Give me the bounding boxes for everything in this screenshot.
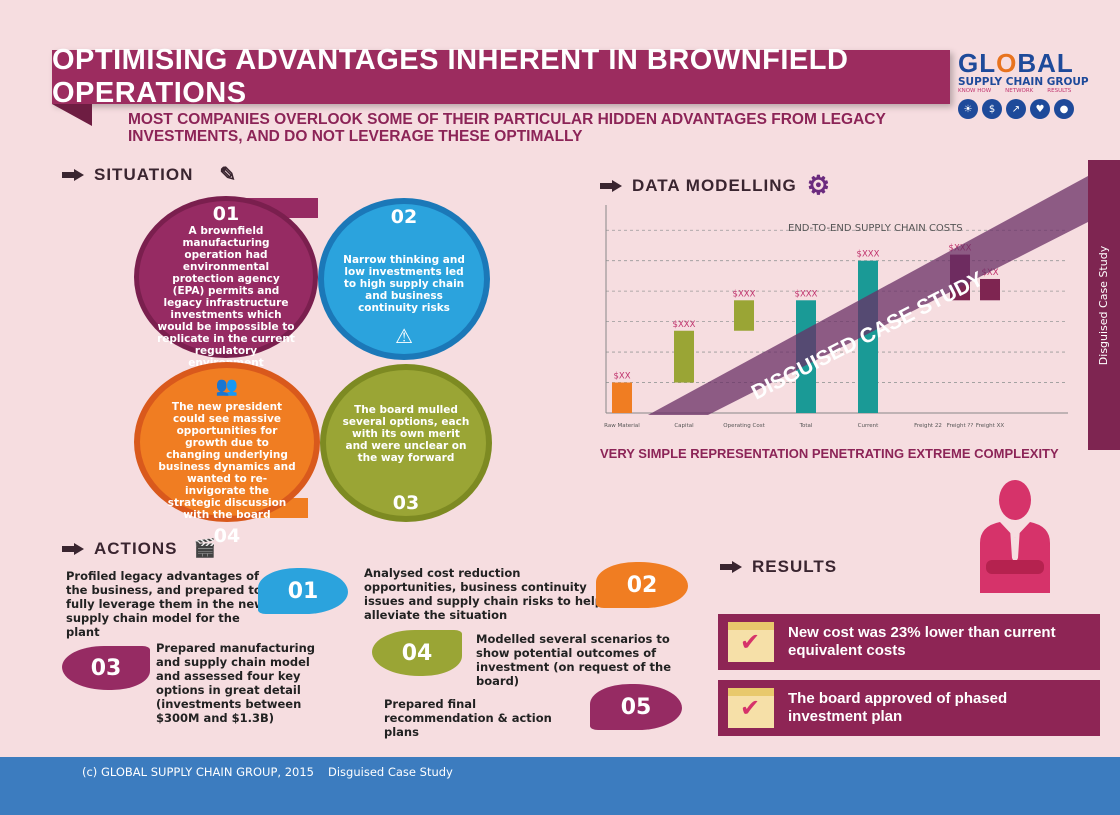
situation-bubble-01: 01 A brownfield manufacturing operation … xyxy=(134,196,318,369)
action-badge-01: 01 xyxy=(258,568,348,614)
chart-icon: ↗ xyxy=(1006,99,1026,119)
chart-category-label: Capital xyxy=(674,423,694,429)
chart-bar-operating-cost xyxy=(734,300,754,331)
situation-bubble-04: 👥 The new president could see massive op… xyxy=(134,362,320,547)
footer-copyright: (c) GLOBAL SUPPLY CHAIN GROUP, 2015 xyxy=(82,765,314,779)
chart-category-label: Operating Cost xyxy=(723,423,765,429)
chart-title: END-TO-END SUPPLY CHAIN COSTS xyxy=(788,223,963,234)
company-logo: GLOBAL SUPPLY CHAIN GROUP KNOW HOW NETWOR… xyxy=(958,48,1108,128)
action-badge-02: 02 xyxy=(596,562,688,608)
businessman-icon xyxy=(980,480,1050,593)
situation-bubble-03: The board mulled several options, each w… xyxy=(320,364,492,522)
chart-data-label: $XXX xyxy=(733,289,756,299)
action-item-02: Analysed cost reduction opportunities, b… xyxy=(364,566,604,622)
arrow-right-icon xyxy=(62,168,84,181)
chart-category-label: Freight 22 xyxy=(914,423,942,429)
chart-bar-raw-material xyxy=(612,382,632,413)
clapperboard-icon: 🎬 xyxy=(193,538,217,558)
results-heading: RESULTS xyxy=(720,557,837,577)
gears-icon: ⚙ xyxy=(806,170,832,200)
result-item-01: New cost was 23% lower than current equi… xyxy=(718,614,1100,670)
page-subtitle: MOST COMPANIES OVERLOOK SOME OF THEIR PA… xyxy=(128,111,886,145)
actions-heading: ACTIONS 🎬 xyxy=(62,538,217,559)
chart-category-label: Freight ?? xyxy=(947,423,974,429)
result-item-02: The board approved of phased investment … xyxy=(718,680,1100,736)
side-tab: Disguised Case Study xyxy=(1088,160,1120,450)
watermark-text: DISGUISED CASE STUDY xyxy=(748,267,987,404)
chart-category-label: Freight XX xyxy=(976,423,1004,429)
arrow-right-icon xyxy=(600,179,622,192)
dollar-icon: $ xyxy=(982,99,1002,119)
warning-icon: ⚠ xyxy=(395,324,413,348)
chart-bar-freight-xx xyxy=(980,278,1000,301)
chart-bar-capital xyxy=(674,330,694,383)
chart-data-label: $XX xyxy=(981,268,998,278)
footer-tag: Disguised Case Study xyxy=(328,765,453,779)
lightbulb-icon: ☀ xyxy=(958,99,978,119)
action-item-01: Profiled legacy advantages of the busine… xyxy=(66,569,265,639)
people-icon: 👥 xyxy=(215,376,239,397)
title-banner-fold xyxy=(52,104,92,126)
action-item-05: Prepared final recommendation & action p… xyxy=(384,697,552,739)
handshake-icon: ♥ xyxy=(1030,99,1050,119)
chart-category-label: Raw Material xyxy=(604,423,640,429)
action-badge-05: 05 xyxy=(590,684,682,730)
chart-caption: VERY SIMPLE REPRESENTATION PENETRATING E… xyxy=(600,446,1059,461)
chart-category-label: Current xyxy=(858,423,880,429)
checkmark-icon xyxy=(728,688,774,728)
data-modelling-heading: DATA MODELLING ⚙ xyxy=(600,170,831,201)
situation-bubble-02: 02 Narrow thinking and low investments l… xyxy=(318,198,490,360)
footer: (c) GLOBAL SUPPLY CHAIN GROUP, 2015 Disg… xyxy=(0,757,1120,815)
logo-subtitle: SUPPLY CHAIN GROUP xyxy=(958,76,1089,88)
action-item-04: Modelled several scenarios to show poten… xyxy=(476,632,672,688)
action-item-03: Prepared manufacturing and supply chain … xyxy=(156,641,316,725)
notepad-icon: ✎ xyxy=(219,164,238,186)
arrow-right-icon xyxy=(720,561,742,573)
situation-heading: SITUATION ✎ xyxy=(62,162,237,187)
checkmark-icon xyxy=(728,622,774,662)
action-badge-03: 03 xyxy=(62,646,150,690)
chart-category-label: Total xyxy=(799,423,813,429)
arrow-right-icon xyxy=(62,542,84,555)
disguised-case-study-band: DISGUISED CASE STUDY xyxy=(648,176,1088,415)
chart-data-label: $XXX xyxy=(857,250,880,260)
action-badge-04: 04 xyxy=(372,630,462,676)
chart-data-label: $XXX xyxy=(673,320,696,330)
page-title: OPTIMISING ADVANTAGES INHERENT IN BROWNF… xyxy=(52,44,950,109)
chart-data-label: $XX xyxy=(613,372,630,382)
globe-icon: ● xyxy=(1054,99,1074,119)
chart-data-label: $XXX xyxy=(795,289,818,299)
